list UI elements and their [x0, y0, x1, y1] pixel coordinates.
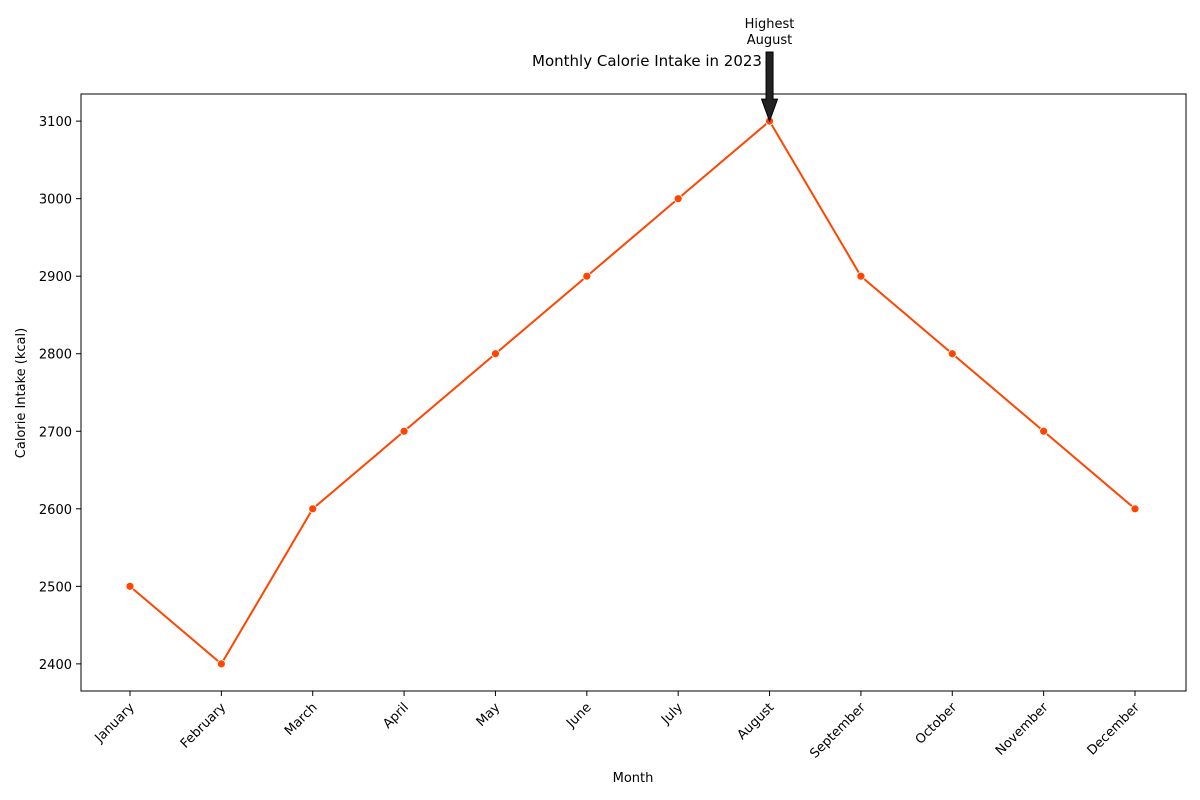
- x-tick-label: January: [92, 700, 138, 746]
- series-line: [129, 120, 1136, 665]
- x-tick-label: July: [658, 700, 686, 728]
- y-tick-label: 2500: [39, 580, 72, 595]
- x-tick-label: August: [735, 700, 778, 743]
- chart-title: Monthly Calorie Intake in 2023: [532, 52, 762, 70]
- data-point: [216, 659, 226, 669]
- y-tick-label: 3000: [39, 193, 72, 208]
- y-axis-ticks: 2400 2500 2600 2700 2800 2900 3000 3100: [39, 115, 81, 673]
- y-tick-label: 2900: [39, 270, 72, 285]
- y-tick-label: 2400: [39, 658, 72, 673]
- annotation-text: Highest: [745, 17, 795, 32]
- data-point: [399, 426, 409, 436]
- data-point: [673, 194, 683, 204]
- data-point: [947, 349, 957, 359]
- series-layer: [125, 116, 1140, 669]
- data-point: [1039, 426, 1049, 436]
- annotation-text: August: [747, 33, 793, 48]
- y-tick-label: 2600: [39, 503, 72, 518]
- y-tick-label: 2700: [39, 425, 72, 440]
- x-tick-label: December: [1085, 700, 1144, 759]
- data-point: [308, 504, 318, 514]
- x-tick-label: May: [474, 700, 504, 730]
- x-tick-label: April: [380, 700, 412, 732]
- y-axis-label: Calorie Intake (kcal): [14, 328, 29, 458]
- x-axis-label: Month: [613, 771, 654, 786]
- y-tick-label: 3100: [39, 115, 72, 130]
- x-tick-label: June: [563, 700, 594, 731]
- x-tick-label: February: [178, 700, 230, 752]
- y-tick-label: 2800: [39, 348, 72, 363]
- plot-frame: [80, 93, 1187, 692]
- data-point: [1130, 504, 1140, 514]
- data-point: [856, 271, 866, 281]
- data-point: [582, 271, 592, 281]
- x-tick-label: September: [807, 700, 869, 762]
- data-point: [491, 349, 500, 359]
- x-tick-label: November: [993, 700, 1052, 759]
- data-point: [125, 581, 135, 591]
- annotation-arrow: [760, 51, 779, 123]
- x-tick-label: October: [913, 700, 961, 748]
- x-tick-label: March: [282, 700, 321, 739]
- x-axis-ticks: January February March April May June July Augu…: [92, 691, 1144, 762]
